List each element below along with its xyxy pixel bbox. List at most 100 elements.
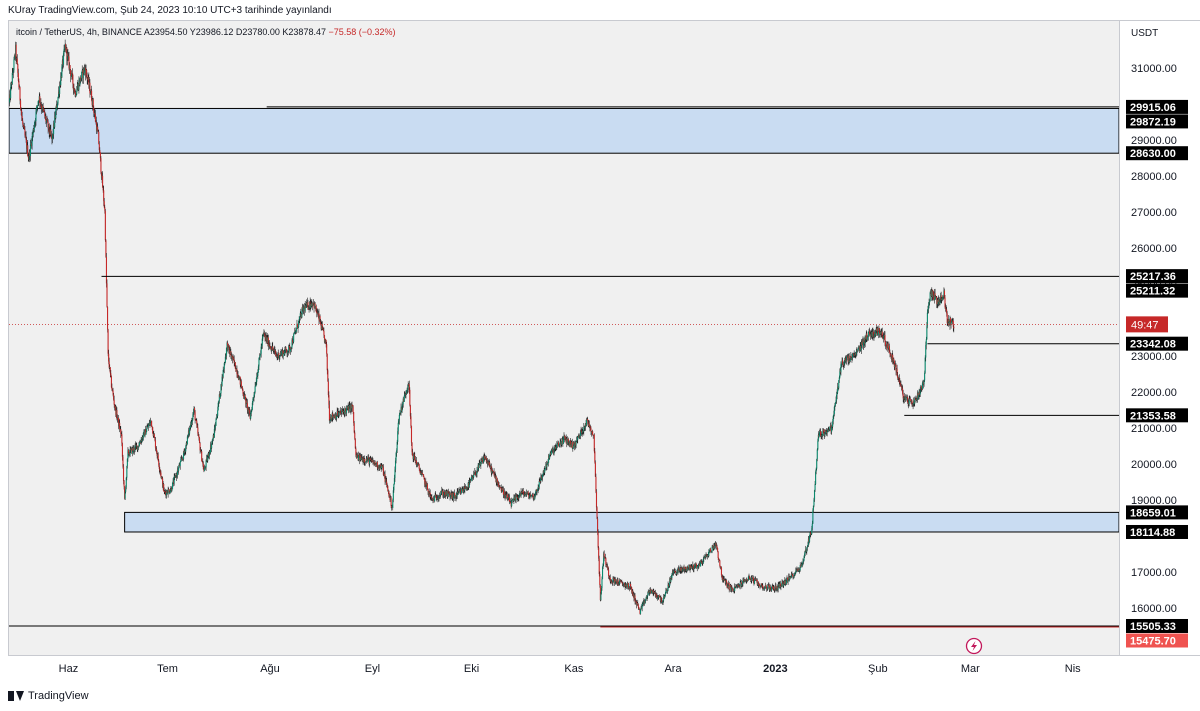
candle-body [341,409,343,412]
candle-body [233,357,235,360]
candle-body [746,579,748,581]
candle-body [474,471,476,475]
candle-body [587,421,589,426]
footer-brand[interactable]: TradingView [8,690,89,702]
candle-body [166,491,168,493]
candle-body [428,491,430,495]
candle-body [679,567,681,571]
candle-body [450,493,452,496]
candle-body [205,460,207,468]
candle-body [756,579,758,585]
candle-body [104,210,106,241]
candle-body [267,337,269,347]
candle-body [508,497,511,503]
candle-body [866,333,868,340]
candle-body [133,447,135,451]
legend-symbol[interactable]: itcoin / TetherUS, 4h, BINANCE [16,27,142,37]
candle-body [218,401,220,403]
candle-body [774,587,776,590]
candle-body [866,336,868,340]
candle-body [881,331,883,334]
candle-body [23,126,25,130]
candle-body [292,341,294,344]
candle-body [320,322,322,325]
candle-body [230,351,232,356]
candle-body [206,458,208,461]
candle-body [209,445,212,453]
candle-body [395,453,397,461]
time-scale[interactable] [8,656,1120,682]
candle-body [632,590,634,596]
candle-body [225,347,228,356]
candle-body [77,83,79,90]
candle-body [638,607,640,610]
candle-body [594,462,596,477]
candle-body [242,390,244,395]
candle-body [613,578,615,580]
candle-body [256,375,258,377]
candle-body [923,380,925,385]
candle-body [913,400,915,405]
candle-body [640,607,642,610]
candle-body [298,319,300,321]
candle-body [139,442,141,444]
candle-body [212,435,214,440]
candle-body [709,548,712,552]
candle-body [146,428,148,432]
candle-body [338,412,340,415]
candle-body [750,578,752,582]
candle-body [413,453,415,457]
candle-body [712,545,714,547]
candle-body [897,375,899,378]
candle-body [224,356,226,363]
candle-body [430,496,432,497]
candle-body [707,554,709,557]
candle-body [871,331,873,334]
candle-body [97,130,99,132]
candle-body [481,460,483,461]
candle-body [908,403,910,405]
candle-body [405,390,408,394]
candle-body [909,398,911,400]
candle-body [646,597,648,599]
candle-body [287,351,289,353]
candle-body [876,327,878,331]
currency-label: USDT [1131,28,1158,39]
candle-body [260,346,262,354]
candle-body [789,577,791,579]
candle-body [581,431,583,434]
candle-body [290,347,293,349]
candle-body [925,339,927,346]
candle-body [180,458,182,460]
candle-body [131,448,133,454]
candle-body [826,431,828,434]
candle-body [858,346,860,349]
candle-body [617,579,619,585]
candle-body [230,355,232,358]
legend-open: A23954.50 [143,27,188,37]
candle-body [754,579,756,581]
candle-body [219,394,221,398]
candle-body [936,299,938,305]
candle-body [349,405,351,412]
candle-body [333,416,335,418]
candle-body [422,474,424,476]
candle-body [794,573,796,576]
candle-body [642,601,644,605]
candle-body [528,494,530,499]
candle-body [566,438,568,445]
candle-body [589,426,591,428]
candle-body [717,548,719,552]
candle-body [50,129,52,135]
candle-body [303,306,305,308]
candle-body [576,440,578,442]
candle-body [399,412,402,414]
candle-body [758,584,761,586]
candle-body [158,460,160,466]
candle-body [269,345,271,347]
candle-body [820,431,822,437]
candle-body [938,301,941,304]
candle-body [603,553,605,565]
candle-body [624,584,626,587]
